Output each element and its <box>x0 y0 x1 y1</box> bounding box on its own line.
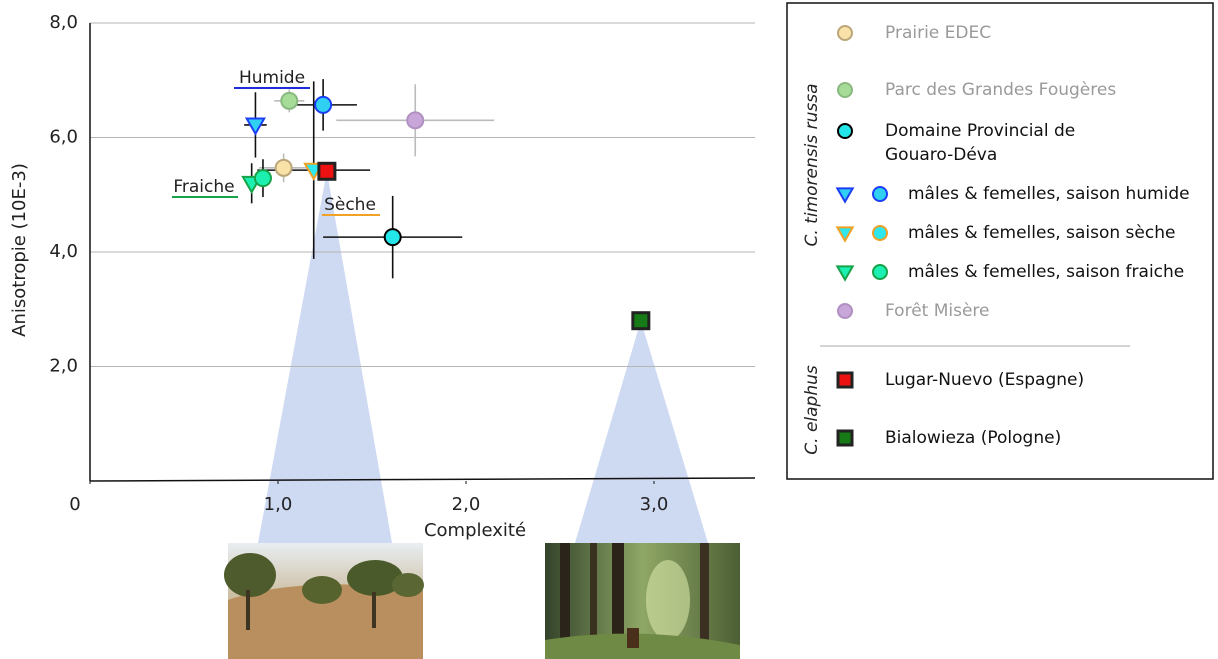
legend-marker <box>836 371 854 389</box>
x-tick-label: 3,0 <box>640 494 669 515</box>
legend-item: Parc des Grandes Fougères <box>885 80 1117 100</box>
legend-marker <box>872 264 888 280</box>
y-tick-label: 8,0 <box>49 12 78 33</box>
y-axis-label: Anisotropie (10E-3) <box>9 163 30 337</box>
legend-item: mâles & femelles, saison sèche <box>908 223 1176 243</box>
y-tick-label: 4,0 <box>49 241 78 262</box>
legend-label: mâles & femelles, saison humide <box>908 184 1190 204</box>
point <box>280 91 299 110</box>
photo-poland <box>545 543 740 659</box>
annotation: Sèche <box>324 195 376 215</box>
x-axis <box>89 477 756 482</box>
photo-spain <box>224 543 424 659</box>
legend-marker <box>837 82 853 98</box>
x-tick-label: 1,0 <box>264 494 293 515</box>
legend-item: Forêt Misère <box>885 301 990 321</box>
legend-box <box>786 2 1214 480</box>
y-tick-label: 6,0 <box>49 127 78 148</box>
legend-label: Lugar-Nuevo (Espagne) <box>885 370 1085 390</box>
photo-cone <box>575 320 708 543</box>
legend-label: Forêt Misère <box>885 301 990 321</box>
points <box>241 91 651 331</box>
legend-item: Prairie EDEC <box>885 23 992 43</box>
legend-item: Domaine Provincial de Gouaro-Déva <box>885 121 1076 165</box>
legend-item: Lugar-Nuevo (Espagne) <box>885 370 1085 390</box>
legend-group-label: C. elaphus <box>802 365 822 455</box>
legend-label: Domaine Provincial de Gouaro-Déva <box>885 121 1076 165</box>
legend-marker <box>835 265 855 282</box>
legend-marker <box>835 187 855 204</box>
legend-group-label: C. timorensis russa <box>802 84 822 247</box>
legend-label: mâles & femelles, saison sèche <box>908 223 1176 243</box>
error-bars <box>244 79 495 279</box>
point <box>274 158 293 177</box>
y-tick-label: 2,0 <box>49 356 78 377</box>
legend-marker <box>872 186 888 202</box>
photo-cone <box>258 171 392 543</box>
legend-marker <box>837 25 853 41</box>
legend-marker <box>836 429 854 447</box>
x-axis-label: Complexité <box>424 520 526 541</box>
x-tick-label: 0 <box>69 494 80 515</box>
annotations: Humide Sèche Fraiche <box>172 68 380 216</box>
legend-marker <box>837 303 853 319</box>
point <box>631 311 651 331</box>
point <box>406 111 425 130</box>
legend: C. timorensis russa Prairie EDEC Parc des … <box>802 23 1190 455</box>
annotation: Fraiche <box>173 177 234 197</box>
legend-marker <box>837 123 853 139</box>
legend-label: Prairie EDEC <box>885 23 992 43</box>
point <box>314 95 333 114</box>
legend-item: Bialowieza (Pologne) <box>885 428 1062 448</box>
ticks: 2,0 4,0 6,0 8,0 0 1,0 2,0 3,0 <box>49 12 668 515</box>
legend-marker <box>835 226 855 243</box>
x-tick-label: 2,0 <box>452 494 481 515</box>
legend-label: Parc des Grandes Fougères <box>885 80 1117 100</box>
annotation: Humide <box>239 68 305 88</box>
point <box>253 169 272 188</box>
point <box>383 228 402 247</box>
point <box>317 161 337 181</box>
photos <box>224 543 740 659</box>
grid <box>90 22 755 367</box>
legend-item: mâles & femelles, saison humide <box>908 184 1190 204</box>
point <box>244 117 266 136</box>
legend-label: mâles & femelles, saison fraiche <box>908 262 1185 282</box>
legend-label: Bialowieza (Pologne) <box>885 428 1062 448</box>
photo-cones <box>258 171 708 543</box>
legend-item: mâles & femelles, saison fraiche <box>908 262 1185 282</box>
legend-marker <box>872 225 888 241</box>
